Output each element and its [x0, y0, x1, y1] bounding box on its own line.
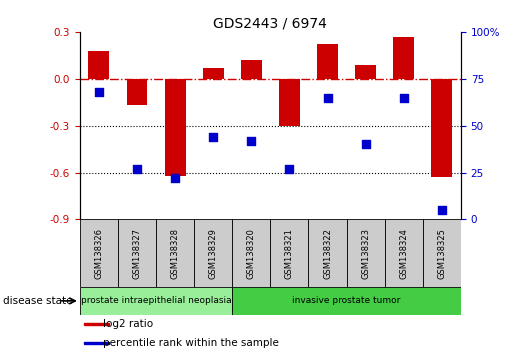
- Bar: [393, 36, 414, 79]
- Bar: [270, 219, 308, 287]
- Bar: [279, 79, 300, 126]
- Bar: [203, 68, 224, 79]
- Text: GSM138325: GSM138325: [437, 228, 447, 279]
- Text: prostate intraepithelial neoplasia: prostate intraepithelial neoplasia: [81, 296, 231, 306]
- Text: GSM138328: GSM138328: [170, 228, 180, 279]
- Text: percentile rank within the sample: percentile rank within the sample: [102, 338, 279, 348]
- Bar: [118, 219, 156, 287]
- Point: [438, 207, 446, 213]
- Text: log2 ratio: log2 ratio: [102, 319, 153, 329]
- Bar: [308, 219, 347, 287]
- Bar: [385, 219, 423, 287]
- Bar: [241, 60, 262, 79]
- Text: GSM138329: GSM138329: [209, 228, 218, 279]
- Title: GDS2443 / 6974: GDS2443 / 6974: [213, 17, 328, 31]
- Bar: [317, 44, 338, 79]
- Bar: [232, 287, 461, 315]
- Text: GSM138324: GSM138324: [399, 228, 408, 279]
- Text: invasive prostate tumor: invasive prostate tumor: [293, 296, 401, 306]
- Bar: [80, 219, 118, 287]
- Bar: [194, 219, 232, 287]
- Point: [171, 175, 179, 181]
- Text: GSM138320: GSM138320: [247, 228, 256, 279]
- Text: disease state: disease state: [3, 296, 72, 306]
- Bar: [165, 79, 185, 176]
- Bar: [432, 79, 452, 177]
- Text: GSM138322: GSM138322: [323, 228, 332, 279]
- Bar: [355, 65, 376, 79]
- Bar: [80, 287, 232, 315]
- Bar: [423, 219, 461, 287]
- Point: [285, 166, 294, 172]
- Text: GSM138321: GSM138321: [285, 228, 294, 279]
- Bar: [89, 51, 109, 79]
- Bar: [232, 219, 270, 287]
- Text: GSM138327: GSM138327: [132, 228, 142, 279]
- Point: [209, 134, 217, 140]
- Point: [362, 142, 370, 147]
- Bar: [347, 219, 385, 287]
- Text: GSM138323: GSM138323: [361, 228, 370, 279]
- Point: [400, 95, 408, 101]
- Bar: [127, 79, 147, 105]
- Text: GSM138326: GSM138326: [94, 228, 104, 279]
- Point: [247, 138, 255, 143]
- Point: [133, 166, 141, 172]
- Bar: [83, 323, 109, 325]
- Bar: [156, 219, 194, 287]
- Point: [323, 95, 332, 101]
- Bar: [83, 342, 109, 344]
- Point: [95, 89, 103, 95]
